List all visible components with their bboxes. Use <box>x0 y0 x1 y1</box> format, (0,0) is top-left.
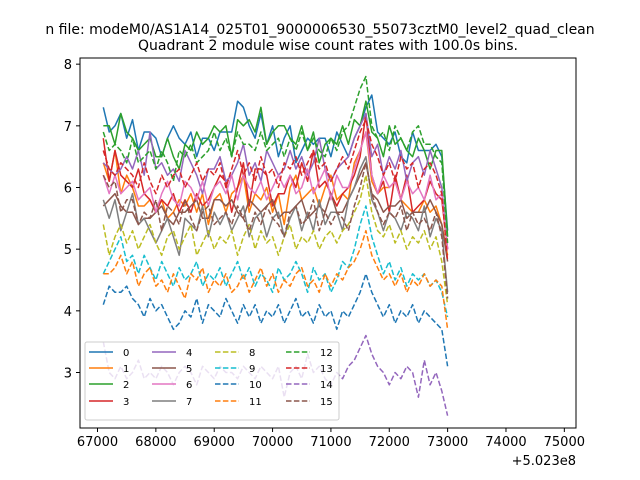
legend-label-13: 13 <box>320 364 333 375</box>
axes: 67000 68000 69000 70000 71000 72000 73000 74000… <box>64 58 585 450</box>
axes-frame <box>79 57 577 429</box>
series-line-2 <box>103 100 449 237</box>
x-offset-label: +5.023e8 <box>512 454 576 469</box>
x-tick-label: 71000 <box>310 435 351 450</box>
suptitle: n file: modeM0/AS1A14_025T01_9000006530_… <box>45 22 594 38</box>
y-tick-label: 4 <box>64 305 72 320</box>
legend-label-8: 8 <box>249 348 255 359</box>
legend-label-14: 14 <box>320 380 333 391</box>
legend-label-7: 7 <box>186 397 192 408</box>
series-line-7 <box>102 155 449 293</box>
legend-label-2: 2 <box>123 380 129 391</box>
legend-label-4: 4 <box>186 348 192 359</box>
x-tick-label: 67000 <box>77 435 118 450</box>
x-tick-label: 72000 <box>369 435 410 450</box>
x-tick-label: 75000 <box>544 435 585 450</box>
legend-label-10: 10 <box>249 380 262 391</box>
legend-label-1: 1 <box>123 364 129 375</box>
y-tick-label: 3 <box>64 367 72 382</box>
y-tick-label: 7 <box>64 120 72 135</box>
legend-label-11: 11 <box>249 397 262 408</box>
legend-box <box>84 341 340 421</box>
series-line-8 <box>102 174 449 305</box>
legend-label-3: 3 <box>123 397 129 408</box>
y-tick-label: 8 <box>64 58 72 73</box>
legend-label-9: 9 <box>249 364 255 375</box>
legend-label-5: 5 <box>186 364 192 375</box>
series-line-11 <box>103 229 449 330</box>
series-line-4 <box>102 112 449 250</box>
x-tick-label: 74000 <box>485 435 526 450</box>
legend-label-15: 15 <box>320 397 333 408</box>
chart-title: Quadrant 2 module wise count rates with … <box>138 38 518 54</box>
series-line-6 <box>102 131 449 250</box>
plot-area <box>102 75 449 416</box>
series-line-15 <box>102 162 449 299</box>
x-tick-label: 68000 <box>135 435 176 450</box>
series-line-12 <box>102 75 449 244</box>
y-tick-label: 5 <box>64 243 72 258</box>
series-line-9 <box>102 205 449 318</box>
series-line-13 <box>102 118 449 262</box>
legend-label-12: 12 <box>320 348 333 359</box>
x-tick-label: 69000 <box>194 435 235 450</box>
x-tick-label: 73000 <box>427 435 468 450</box>
y-tick-label: 6 <box>64 182 72 197</box>
series-line-10 <box>102 273 449 367</box>
legend-label-0: 0 <box>123 348 129 359</box>
legend-label-6: 6 <box>186 380 192 391</box>
series-line-5 <box>102 162 449 262</box>
x-tick-label: 70000 <box>252 435 293 450</box>
